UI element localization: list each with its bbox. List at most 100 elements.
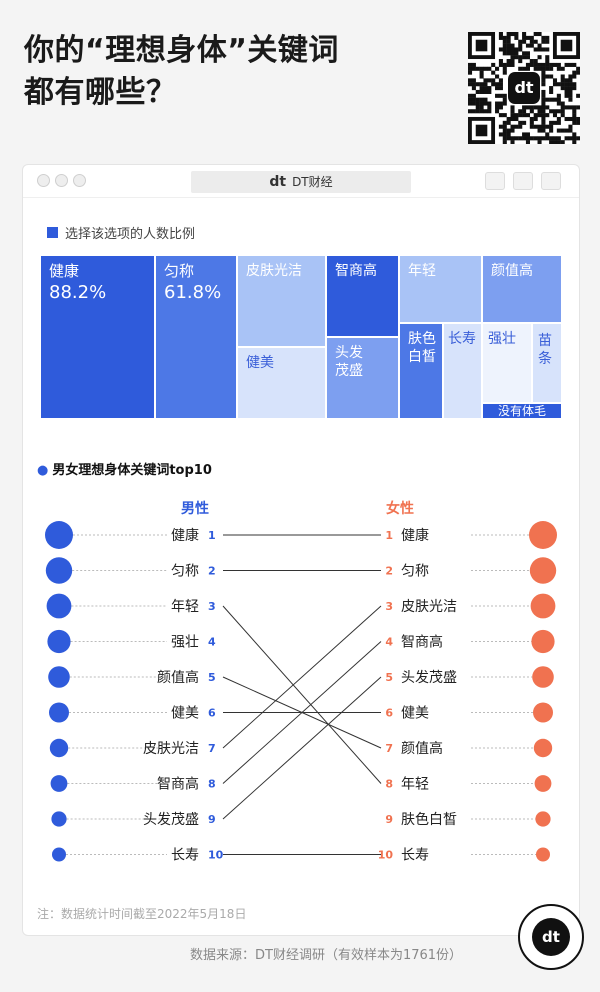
- qr-module: [502, 93, 507, 98]
- treemap-cell-no-body-hair: 没有体毛: [482, 403, 562, 419]
- male-keyword-label: 长寿: [171, 847, 199, 864]
- qr-module: [518, 55, 523, 60]
- qr-module: [518, 43, 523, 48]
- legend-swatch: [47, 227, 58, 238]
- qr-module: [576, 105, 580, 110]
- treemap-cell-good-looking: 颜值高: [482, 255, 562, 323]
- qr-module: [510, 136, 515, 141]
- qr-module: [541, 89, 546, 94]
- qr-module: [495, 101, 500, 106]
- qr-module: [533, 116, 538, 122]
- dt-badge-button[interactable]: dt: [518, 904, 584, 970]
- qr-module: [495, 109, 500, 114]
- treemap: 健康 88.2% 匀称 61.8% 皮肤光洁 健美 智商高 头发茂盛 年轻 肤色…: [40, 255, 562, 419]
- qr-module: [506, 62, 511, 67]
- qr-module: [502, 47, 507, 52]
- qr-module: [556, 120, 561, 125]
- qr-module: [572, 140, 577, 144]
- qr-module: [560, 105, 565, 110]
- data-note: 注：数据统计时间截至2022年5月18日: [37, 907, 247, 921]
- treemap-label: 皮肤光洁: [246, 263, 302, 279]
- male-keyword-label: 健康: [171, 527, 199, 544]
- female-bubble: [529, 557, 557, 584]
- qr-module: [468, 93, 473, 98]
- qr-module: [510, 128, 515, 133]
- qr-module: [483, 78, 488, 83]
- qr-module: [498, 82, 503, 87]
- qr-module: [522, 66, 527, 71]
- treemap-cell-clear-skin: 皮肤光洁: [237, 255, 326, 347]
- qr-module: [576, 120, 580, 125]
- qr-module: [525, 55, 530, 60]
- qr-module: [572, 74, 577, 79]
- bullet-icon: ●: [37, 463, 49, 478]
- qr-module: [498, 78, 503, 83]
- share-icon[interactable]: [513, 172, 533, 190]
- slope-section-title: ● 男女理想身体关键词top10: [37, 459, 212, 478]
- qr-module: [549, 109, 554, 114]
- qr-module: [556, 62, 561, 67]
- window-tab[interactable]: dt DT财经: [191, 171, 411, 193]
- qr-module: [541, 116, 546, 122]
- qr-module: [498, 86, 503, 91]
- qr-module: [479, 86, 484, 91]
- qr-module: [533, 59, 538, 64]
- qr-module: [541, 62, 546, 67]
- window-close-dot[interactable]: [37, 174, 50, 187]
- qr-module: [518, 120, 523, 125]
- qr-module: [495, 93, 500, 98]
- male-rank-label: 5: [208, 671, 216, 684]
- qr-module: [529, 120, 534, 125]
- qr-module: [545, 136, 550, 141]
- qr-module: [549, 124, 554, 129]
- qr-module: [564, 89, 569, 94]
- male-bubble: [51, 811, 67, 827]
- qr-code[interactable]: dt: [468, 32, 580, 144]
- qr-module: [529, 35, 534, 40]
- treemap-label: 肤色白皙: [408, 331, 436, 365]
- qr-module: [549, 97, 554, 102]
- female-bubble: [531, 629, 555, 654]
- female-rank-label: 2: [385, 565, 393, 578]
- qr-module: [576, 66, 580, 71]
- treemap-label: 长寿: [448, 331, 476, 347]
- female-keyword-label: 健美: [401, 706, 429, 722]
- qr-module: [506, 116, 511, 122]
- qr-module: [545, 66, 550, 71]
- qr-module: [545, 132, 550, 137]
- qr-module: [572, 136, 577, 141]
- window-maximize-dot[interactable]: [73, 174, 86, 187]
- qr-module: [541, 70, 546, 75]
- qr-module: [510, 51, 515, 56]
- expand-icon[interactable]: [541, 172, 561, 190]
- qr-module: [541, 66, 546, 71]
- female-keyword-label: 健康: [401, 527, 429, 544]
- qr-module: [522, 105, 527, 110]
- record-icon[interactable]: [485, 172, 505, 190]
- female-keyword-label: 智商高: [401, 634, 443, 651]
- dt-logo-icon: dt: [532, 918, 570, 956]
- qr-module: [560, 140, 565, 144]
- qr-module: [510, 109, 515, 114]
- qr-module: [541, 136, 546, 141]
- qr-module: [518, 136, 523, 141]
- qr-module: [541, 47, 546, 52]
- qr-module: [541, 101, 546, 106]
- qr-module: [479, 105, 484, 110]
- window-minimize-dot[interactable]: [55, 174, 68, 187]
- qr-module: [510, 140, 515, 144]
- qr-module: [483, 101, 488, 106]
- male-keyword-label: 健美: [171, 706, 199, 722]
- female-bubble: [533, 738, 553, 758]
- qr-module: [522, 32, 527, 37]
- qr-module: [564, 62, 569, 67]
- qr-module: [522, 132, 527, 137]
- qr-module: [529, 62, 534, 67]
- qr-module: [529, 39, 534, 44]
- qr-module: [568, 116, 573, 122]
- qr-module: [541, 109, 546, 114]
- qr-module: [549, 66, 554, 71]
- qr-module: [514, 47, 519, 52]
- qr-module: [545, 39, 550, 44]
- qr-module: [468, 82, 473, 87]
